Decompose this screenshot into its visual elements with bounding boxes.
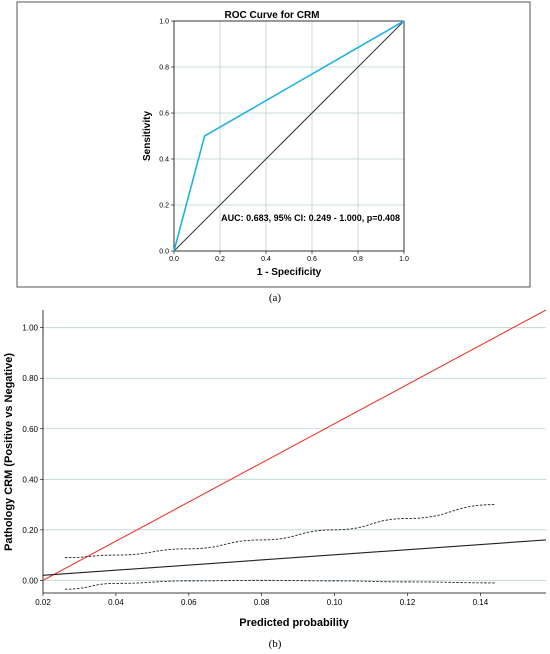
calibration-y-tick-label: 0.40	[22, 475, 38, 484]
calibration-y-tick-label: 1.00	[22, 324, 38, 333]
calibration-ideal-line	[42, 309, 547, 581]
calibration-x-tick-label: 0.08	[254, 598, 270, 607]
calibration-grid	[43, 327, 546, 581]
roc-title: ROC Curve for CRM	[224, 10, 319, 21]
roc-x-tick-label: 0.6	[307, 256, 317, 263]
roc-x-tick-label: 1.0	[399, 256, 409, 263]
roc-y-tick-label: 0.2	[159, 203, 169, 210]
roc-plot-border	[173, 20, 405, 252]
roc-x-tick-label: 0.0	[169, 256, 179, 263]
calibration-lower-ci-line	[64, 579, 495, 590]
calibration-x-tick-label: 0.06	[181, 598, 197, 607]
calibration-panel: 0.02 0.04 0.06 0.08 0.10 0.12 0.14 0.00 0.20 0.4…	[3, 309, 547, 629]
roc-series	[173, 20, 405, 252]
calibration-y-tick-label: 0.00	[22, 576, 38, 585]
calibration-y-tick-label: 0.20	[22, 526, 38, 535]
roc-x-axis-label: 1 - Specificity	[257, 267, 322, 278]
roc-grid	[174, 21, 404, 251]
roc-y-axis-label: Sensitivity	[142, 111, 153, 161]
calibration-x-tick-label: 0.04	[108, 598, 124, 607]
calibration-x-tick-label: 0.02	[35, 598, 51, 607]
roc-y-tick-label: 0.0	[159, 249, 169, 256]
roc-auc-annotation: AUC: 0.683, 95% CI: 0.249 - 1.000, p=0.4…	[221, 213, 400, 223]
calibration-x-tick-label: 0.14	[473, 598, 489, 607]
calibration-y-tick-label: 0.80	[22, 374, 38, 383]
calibration-y-ticks: 0.00 0.20 0.40 0.60 0.80 1.00	[22, 324, 43, 585]
roc-curve-line	[173, 20, 405, 252]
roc-panel: ROC Curve for CRM 0.0 0.2 0.4 0.6 0.8 1.0 0.0…	[16, 1, 531, 288]
roc-y-tick-label: 1.0	[159, 19, 169, 26]
roc-panel-frame	[16, 1, 531, 288]
panel-a-caption: (a)	[269, 292, 282, 304]
roc-reference-line	[173, 20, 405, 252]
calibration-y-tick-label: 0.60	[22, 425, 38, 434]
roc-x-tick-label: 0.2	[215, 256, 225, 263]
calibration-x-tick-label: 0.10	[327, 598, 343, 607]
calibration-y-axis-label: Pathology CRM (Positive vs Negative)	[3, 353, 15, 551]
calibration-x-ticks: 0.02 0.04 0.06 0.08 0.10 0.12 0.14	[35, 593, 489, 607]
roc-x-tick-label: 0.4	[261, 256, 271, 263]
calibration-series	[42, 309, 547, 590]
roc-y-ticks: 0.0 0.2 0.4 0.6 0.8 1.0	[159, 19, 174, 256]
calibration-fit-line	[42, 539, 547, 576]
roc-y-tick-label: 0.4	[159, 157, 169, 164]
roc-x-tick-label: 0.8	[353, 256, 363, 263]
roc-y-tick-label: 0.6	[159, 111, 169, 118]
calibration-upper-ci-line	[64, 504, 495, 559]
calibration-x-axis-label: Predicted probability	[239, 617, 349, 629]
roc-y-tick-label: 0.8	[159, 65, 169, 72]
calibration-x-tick-label: 0.12	[400, 598, 416, 607]
panel-b-caption: (b)	[269, 638, 282, 650]
roc-x-ticks: 0.0 0.2 0.4 0.6 0.8 1.0	[169, 251, 409, 263]
